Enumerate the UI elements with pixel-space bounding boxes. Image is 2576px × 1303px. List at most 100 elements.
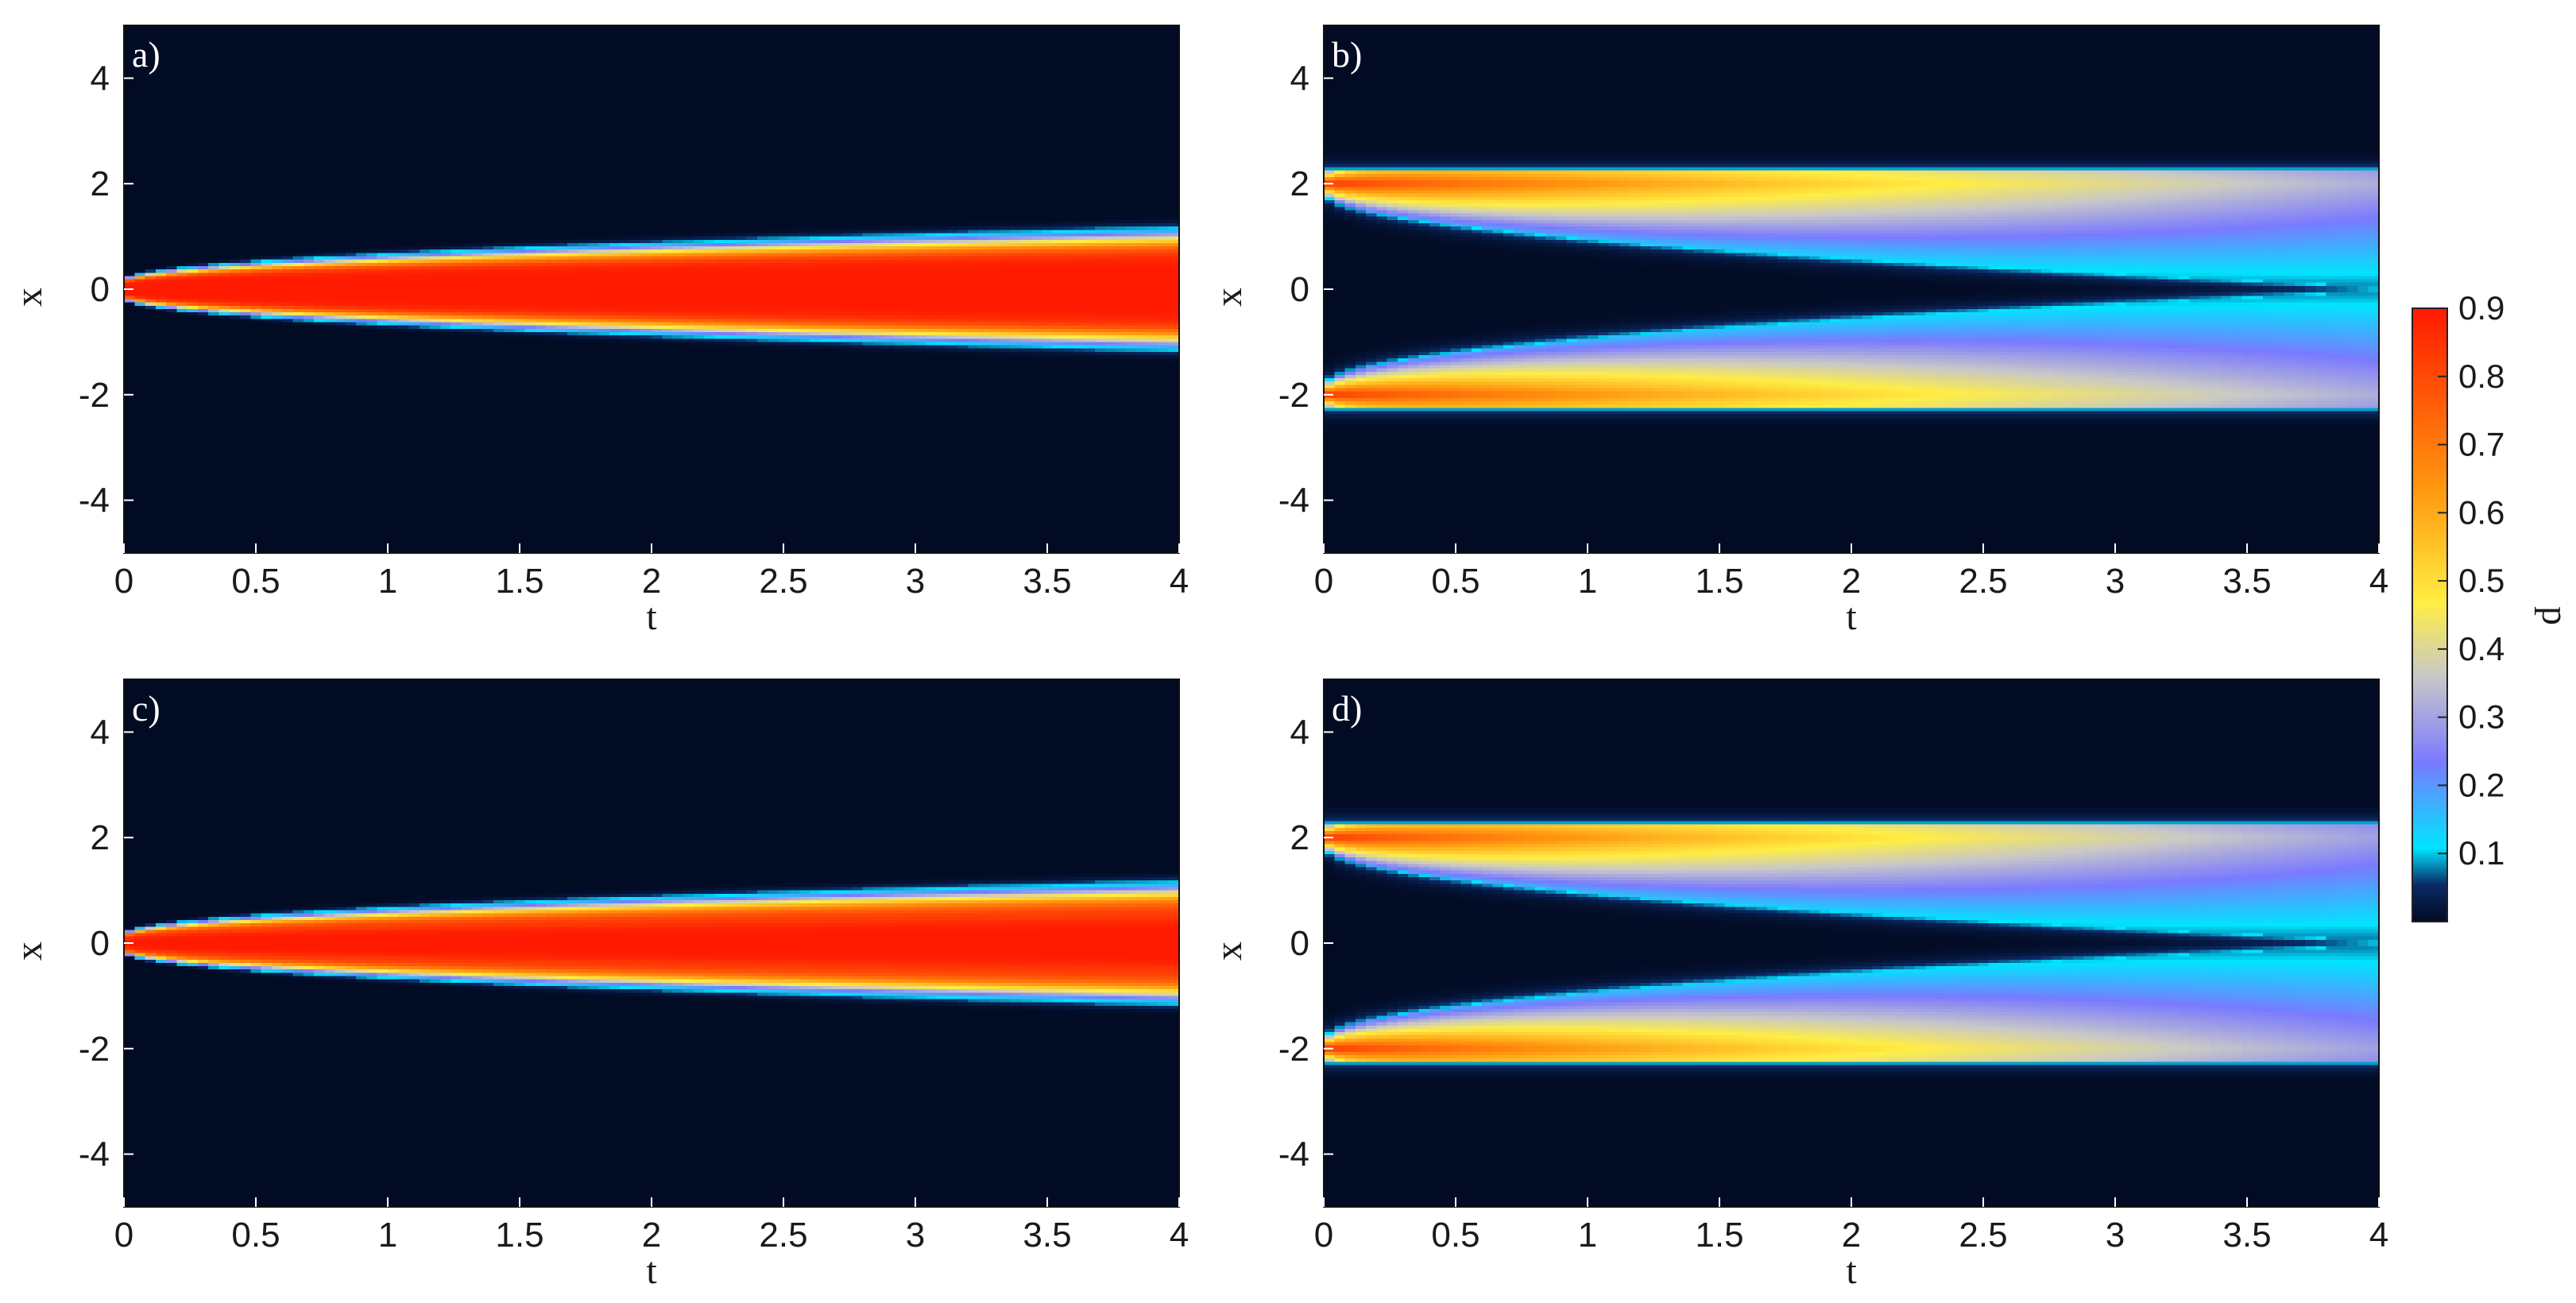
density-cell xyxy=(124,85,135,89)
density-cell xyxy=(145,85,157,89)
density-cell xyxy=(272,292,283,296)
density-cell xyxy=(292,114,304,118)
density-cell xyxy=(188,55,199,59)
density-cell xyxy=(208,148,219,152)
density-cell xyxy=(198,48,209,52)
density-cell xyxy=(282,349,293,353)
density-cell xyxy=(145,29,157,33)
density-cell xyxy=(261,303,273,307)
density-cell xyxy=(282,516,293,520)
density-cell xyxy=(166,52,177,56)
density-cell xyxy=(134,323,145,327)
density-cell xyxy=(134,543,145,547)
density-cell xyxy=(261,164,273,168)
density-cell xyxy=(282,484,293,488)
density-cell xyxy=(292,91,304,95)
density-cell xyxy=(272,349,283,353)
density-cell xyxy=(282,226,293,230)
density-cell xyxy=(124,249,135,253)
density-cell xyxy=(166,358,177,362)
density-cell xyxy=(219,249,230,253)
density-cell xyxy=(240,346,251,350)
density-cell xyxy=(176,412,188,416)
density-cell xyxy=(145,510,157,514)
density-cell xyxy=(250,85,261,89)
density-cell xyxy=(230,335,241,339)
density-cell xyxy=(176,118,188,122)
density-cell xyxy=(219,424,230,428)
density-cell xyxy=(208,144,219,148)
density-cell xyxy=(272,200,283,204)
density-cell xyxy=(219,191,230,195)
density-cell xyxy=(272,408,283,412)
density-cell xyxy=(219,527,230,531)
density-cell xyxy=(188,52,199,56)
density-cell xyxy=(198,516,209,520)
density-cell xyxy=(292,299,304,303)
density-cell xyxy=(208,484,219,488)
density-cell xyxy=(261,372,273,376)
density-cell xyxy=(240,312,251,316)
density-cell xyxy=(156,487,167,491)
density-cell xyxy=(272,338,283,342)
density-cell xyxy=(198,171,209,175)
density-cell xyxy=(240,533,251,537)
density-cell xyxy=(145,88,157,92)
density-cell xyxy=(198,412,209,416)
density-cell xyxy=(272,501,283,505)
density-cell xyxy=(124,424,135,428)
density-cell xyxy=(166,280,177,284)
density-cell xyxy=(230,319,241,323)
density-cell xyxy=(208,497,219,501)
density-cell xyxy=(188,497,199,501)
density-cell xyxy=(166,323,177,327)
density-cell xyxy=(282,513,293,517)
density-cell xyxy=(292,240,304,244)
density-cell xyxy=(240,283,251,287)
density-cell xyxy=(230,217,241,221)
density-cell xyxy=(166,141,177,145)
density-cell xyxy=(219,306,230,310)
density-cell xyxy=(156,335,167,339)
density-cell xyxy=(198,484,209,488)
density-cell xyxy=(166,246,177,250)
density-cell xyxy=(240,187,251,191)
density-cell xyxy=(230,478,241,481)
density-cell xyxy=(250,464,261,468)
density-cell xyxy=(188,157,199,161)
density-cell xyxy=(188,243,199,247)
density-cell xyxy=(166,335,177,339)
density-cell xyxy=(261,154,273,158)
density-cell xyxy=(250,101,261,105)
density-cell xyxy=(272,280,283,284)
density-cell xyxy=(261,52,273,56)
density-cell xyxy=(208,131,219,135)
density-cell xyxy=(176,283,188,287)
density-cell xyxy=(124,372,135,376)
density-cell xyxy=(272,85,283,89)
density-cell xyxy=(219,326,230,330)
density-cell xyxy=(176,174,188,178)
density-cell xyxy=(166,369,177,373)
density-cell xyxy=(145,424,157,428)
density-cell xyxy=(208,260,219,264)
density-cell xyxy=(166,319,177,323)
density-cell xyxy=(176,39,188,43)
density-cell xyxy=(166,157,177,161)
density-cell xyxy=(166,412,177,416)
density-cell xyxy=(145,450,157,454)
density-cell xyxy=(240,151,251,155)
density-cell xyxy=(219,332,230,336)
density-cell xyxy=(240,125,251,129)
density-cell xyxy=(188,458,199,462)
density-cell xyxy=(124,435,135,439)
density-cell xyxy=(188,141,199,145)
density-cell xyxy=(261,273,273,276)
density-cell xyxy=(145,273,157,276)
density-cell xyxy=(176,157,188,161)
density-cell xyxy=(208,111,219,115)
density-cell xyxy=(188,276,199,280)
density-cell xyxy=(282,342,293,346)
density-cell xyxy=(272,342,283,346)
density-cell xyxy=(240,447,251,451)
